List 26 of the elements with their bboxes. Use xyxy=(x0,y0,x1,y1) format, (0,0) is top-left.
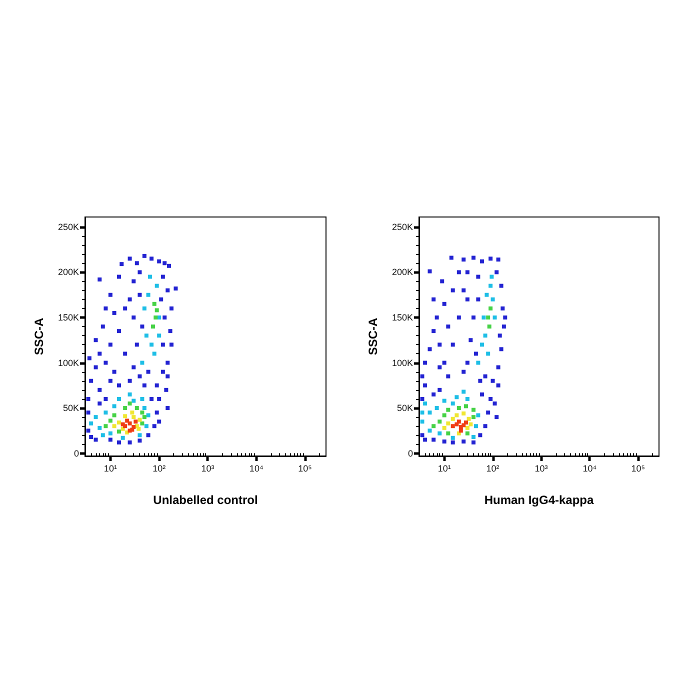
x-tick-label: 10⁴ xyxy=(249,464,264,474)
y-tick-label: 0 xyxy=(408,448,413,458)
x-tick-label: 10³ xyxy=(201,464,214,474)
y-tick-label: 250K xyxy=(58,222,79,232)
y-tick-label: 50K xyxy=(396,403,413,414)
x-tick-label: 10¹ xyxy=(438,464,451,474)
x-tick-label: 10⁴ xyxy=(582,464,597,474)
y-axis-title: SSC-A xyxy=(32,318,46,356)
y-tick-label: 0 xyxy=(74,448,79,458)
x-tick-label: 10³ xyxy=(534,464,548,474)
y-tick-label: 100K xyxy=(58,358,79,368)
x-tick-label: 10¹ xyxy=(104,464,117,474)
y-tick-label: 250K xyxy=(392,222,413,232)
y-tick-label: 50K xyxy=(62,403,79,414)
x-tick-label: 10² xyxy=(152,464,166,474)
x-tick-label: 10⁵ xyxy=(298,464,312,474)
x-tick-label: 10² xyxy=(486,464,500,474)
y-tick-label: 200K xyxy=(58,267,79,278)
y-axis-title: SSC-A xyxy=(366,318,380,356)
y-tick-label: 150K xyxy=(392,312,413,322)
y-tick-label: 200K xyxy=(392,267,413,278)
x-axis-title: Unlabelled control xyxy=(153,493,258,507)
x-axis-title: Human IgG4-kappa xyxy=(484,493,594,507)
y-tick-label: 150K xyxy=(58,312,79,322)
x-tick-label: 10⁵ xyxy=(631,464,646,474)
y-tick-label: 100K xyxy=(392,358,413,368)
